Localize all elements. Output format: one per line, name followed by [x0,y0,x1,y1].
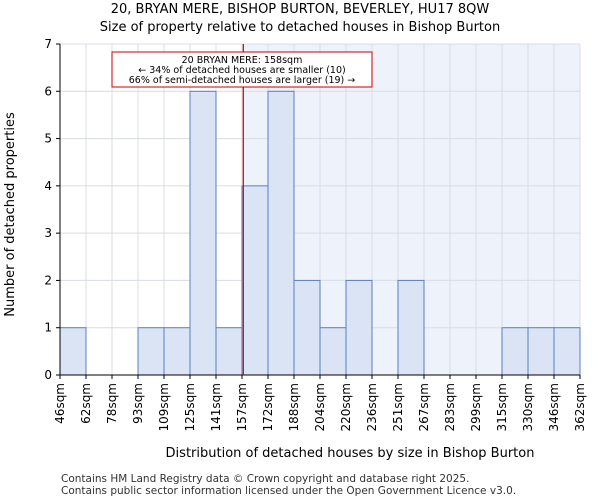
bar-251sqm [397,279,425,376]
chart-title: 20, BRYAN MERE, BISHOP BURTON, BEVERLEY,… [110,2,490,17]
footer-licence: Contains public sector information licen… [61,485,517,497]
x-tick-label: 362sqm [573,383,587,431]
chart-subtitle: Size of property relative to detached ho… [99,20,501,35]
y-tick-label: 4 [44,179,52,193]
bar-93sqm [137,327,165,376]
y-tick-label: 1 [44,321,52,335]
x-tick-label: 78sqm [105,383,119,424]
x-tick-label: 172sqm [261,383,275,431]
x-tick-label: 283sqm [443,383,457,431]
y-tick-label: 3 [44,226,52,240]
bar-109sqm [163,327,191,376]
bar-46sqm [59,327,87,376]
y-tick-label: 5 [44,132,52,146]
bar-220sqm [345,279,373,376]
x-tick-label: 267sqm [417,383,431,431]
x-tick-label: 109sqm [157,383,171,431]
x-tick-label: 157sqm [235,383,249,431]
x-tick-label: 236sqm [365,383,379,431]
bar-188sqm [293,279,321,376]
x-tick-label: 204sqm [313,383,327,431]
bar-157sqm [241,185,269,376]
bar-315sqm [501,327,529,376]
annotation-box [111,51,373,88]
bar-346sqm [553,327,581,376]
x-tick-label: 346sqm [547,383,561,431]
bar-172sqm [267,90,295,376]
bar-330sqm [527,327,555,376]
annotation-line1: 20 BRYAN MERE: 158sqm [182,55,303,66]
x-tick-label: 330sqm [521,383,535,431]
y-tick-label: 2 [44,273,52,287]
x-axis-label: Distribution of detached houses by size … [166,446,535,461]
x-tick-label: 141sqm [209,383,223,431]
x-tick-label: 251sqm [391,383,405,431]
y-axis-label: Number of detached properties [3,112,18,317]
x-tick-label: 299sqm [469,383,483,431]
annotation-line3: 66% of semi-detached houses are larger (… [129,75,356,86]
bar-204sqm [319,327,347,376]
histogram-chart: 0 1 2 3 4 5 6 7 46sqm 62sqm 78sqm 93sqm 109sqm 125sqm… [3,37,587,461]
y-tick-label: 0 [44,368,52,382]
x-tick-label: 188sqm [287,383,301,431]
bar-141sqm [215,327,243,376]
x-tick-label: 46sqm [53,383,67,424]
x-tick-label: 62sqm [79,383,93,424]
annotation-line2: ← 34% of detached houses are smaller (10… [138,65,345,76]
footer-copyright: Contains HM Land Registry data © Crown c… [61,473,470,485]
x-tick-label: 93sqm [131,383,145,424]
x-tick-label: 220sqm [339,383,353,431]
y-tick-label: 6 [44,84,52,98]
bar-125sqm [189,90,217,376]
x-tick-label: 125sqm [183,383,197,431]
y-tick-label: 7 [44,37,52,51]
x-tick-label: 315sqm [495,383,509,431]
